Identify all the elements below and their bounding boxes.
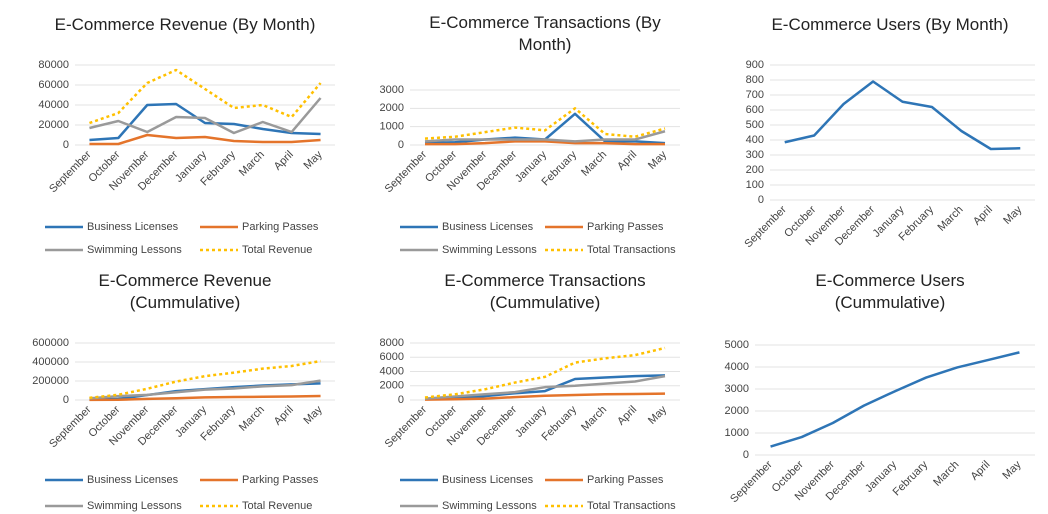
y-tick-label: 80000: [38, 59, 69, 71]
chart-title: E-Commerce Revenue (Cummulative): [98, 271, 272, 312]
y-tick-label: 0: [758, 194, 764, 206]
y-tick-label: 200000: [32, 375, 69, 387]
chart-title: E-Commerce Users (Cummulative): [815, 271, 965, 312]
x-tick-label: September: [383, 403, 430, 450]
series-line: [424, 130, 666, 143]
y-tick-label: 900: [746, 59, 764, 71]
y-tick-label: 4000: [725, 361, 749, 373]
y-tick-label: 400000: [32, 356, 69, 368]
y-tick-label: 0: [398, 139, 404, 151]
x-tick-label: March: [237, 149, 267, 179]
x-tick-label: September: [383, 148, 430, 195]
y-tick-label: 60000: [38, 79, 69, 91]
y-tick-label: 4000: [380, 365, 404, 377]
legend-label: Business Licenses: [87, 474, 179, 486]
legend-label: Parking Passes: [242, 474, 319, 486]
x-tick-label: April: [971, 204, 995, 228]
x-tick-label: February: [891, 458, 931, 498]
series-line: [89, 359, 321, 400]
y-tick-label: 100: [746, 179, 764, 191]
chart-title: E-Commerce Users (By Month): [771, 15, 1009, 34]
x-tick-label: May: [646, 148, 670, 172]
series-line: [424, 392, 666, 401]
legend-label: Swimming Lessons: [442, 500, 537, 512]
series-line: [425, 140, 665, 146]
x-tick-label: March: [579, 404, 609, 434]
y-tick-label: 400: [746, 134, 764, 146]
x-tick-label: May: [302, 403, 326, 427]
y-tick-label: 3000: [725, 383, 749, 395]
chart-title: E-Commerce Transactions (Cummulative): [444, 271, 646, 312]
x-tick-label: September: [742, 203, 789, 250]
y-tick-label: 600000: [32, 337, 69, 349]
y-tick-label: 8000: [380, 337, 404, 349]
legend-label: Swimming Lessons: [442, 244, 537, 256]
y-tick-label: 500: [746, 119, 764, 131]
x-tick-label: April: [272, 149, 296, 173]
y-tick-label: 20000: [38, 119, 69, 131]
legend-label: Total Revenue: [242, 244, 312, 256]
y-tick-label: 800: [746, 74, 764, 86]
series-line: [89, 97, 322, 135]
legend-label: Business Licenses: [442, 474, 534, 486]
y-tick-label: 0: [743, 449, 749, 461]
x-tick-label: September: [47, 148, 94, 195]
x-tick-label: April: [968, 459, 992, 483]
x-tick-label: May: [646, 403, 670, 427]
series-line: [89, 394, 321, 402]
y-tick-label: 2000: [725, 405, 749, 417]
series-line: [424, 374, 666, 401]
chart-title: E-Commerce Revenue (By Month): [54, 15, 316, 34]
y-tick-label: 1000: [725, 427, 749, 439]
y-tick-label: 200: [746, 164, 764, 176]
x-tick-label: September: [728, 458, 775, 505]
legend-label: Total Transactions: [587, 244, 676, 256]
x-tick-label: March: [237, 404, 267, 434]
series-line: [89, 379, 321, 400]
series-line: [424, 107, 666, 140]
y-tick-label: 2000: [380, 380, 404, 392]
y-tick-label: 1000: [380, 121, 404, 133]
x-tick-label: May: [1000, 458, 1024, 482]
y-tick-label: 3000: [380, 84, 404, 96]
series-line: [424, 374, 666, 400]
y-tick-label: 6000: [380, 351, 404, 363]
x-tick-label: April: [615, 149, 639, 173]
series-line: [770, 351, 1020, 448]
legend-label: Parking Passes: [587, 474, 664, 486]
legend-label: Swimming Lessons: [87, 244, 182, 256]
legend-label: Parking Passes: [242, 221, 319, 233]
series-line: [89, 102, 321, 142]
x-tick-label: March: [579, 149, 609, 179]
legend-label: Swimming Lessons: [87, 500, 182, 512]
legend-label: Total Revenue: [242, 500, 312, 512]
legend-label: Business Licenses: [87, 221, 179, 233]
y-tick-label: 0: [63, 139, 69, 151]
x-tick-label: September: [47, 403, 94, 450]
chart-title: E-Commerce Transactions (By Month): [429, 13, 661, 54]
y-tick-label: 700: [746, 89, 764, 101]
series-line: [89, 68, 322, 125]
x-tick-label: April: [272, 404, 296, 428]
y-tick-label: 5000: [725, 339, 749, 351]
series-line: [784, 80, 1021, 151]
y-tick-label: 300: [746, 149, 764, 161]
x-tick-label: March: [931, 459, 961, 489]
y-tick-label: 0: [63, 394, 69, 406]
legend-label: Business Licenses: [442, 221, 534, 233]
x-tick-label: April: [615, 404, 639, 428]
y-tick-label: 40000: [38, 99, 69, 111]
x-tick-label: May: [302, 148, 326, 172]
y-tick-label: 2000: [380, 102, 404, 114]
x-tick-label: March: [935, 204, 965, 234]
series-line: [424, 346, 666, 399]
legend-label: Total Transactions: [587, 500, 676, 512]
legend-label: Parking Passes: [587, 221, 664, 233]
y-tick-label: 600: [746, 104, 764, 116]
y-tick-label: 0: [398, 394, 404, 406]
x-tick-label: May: [1001, 203, 1025, 227]
series-line: [89, 133, 321, 146]
